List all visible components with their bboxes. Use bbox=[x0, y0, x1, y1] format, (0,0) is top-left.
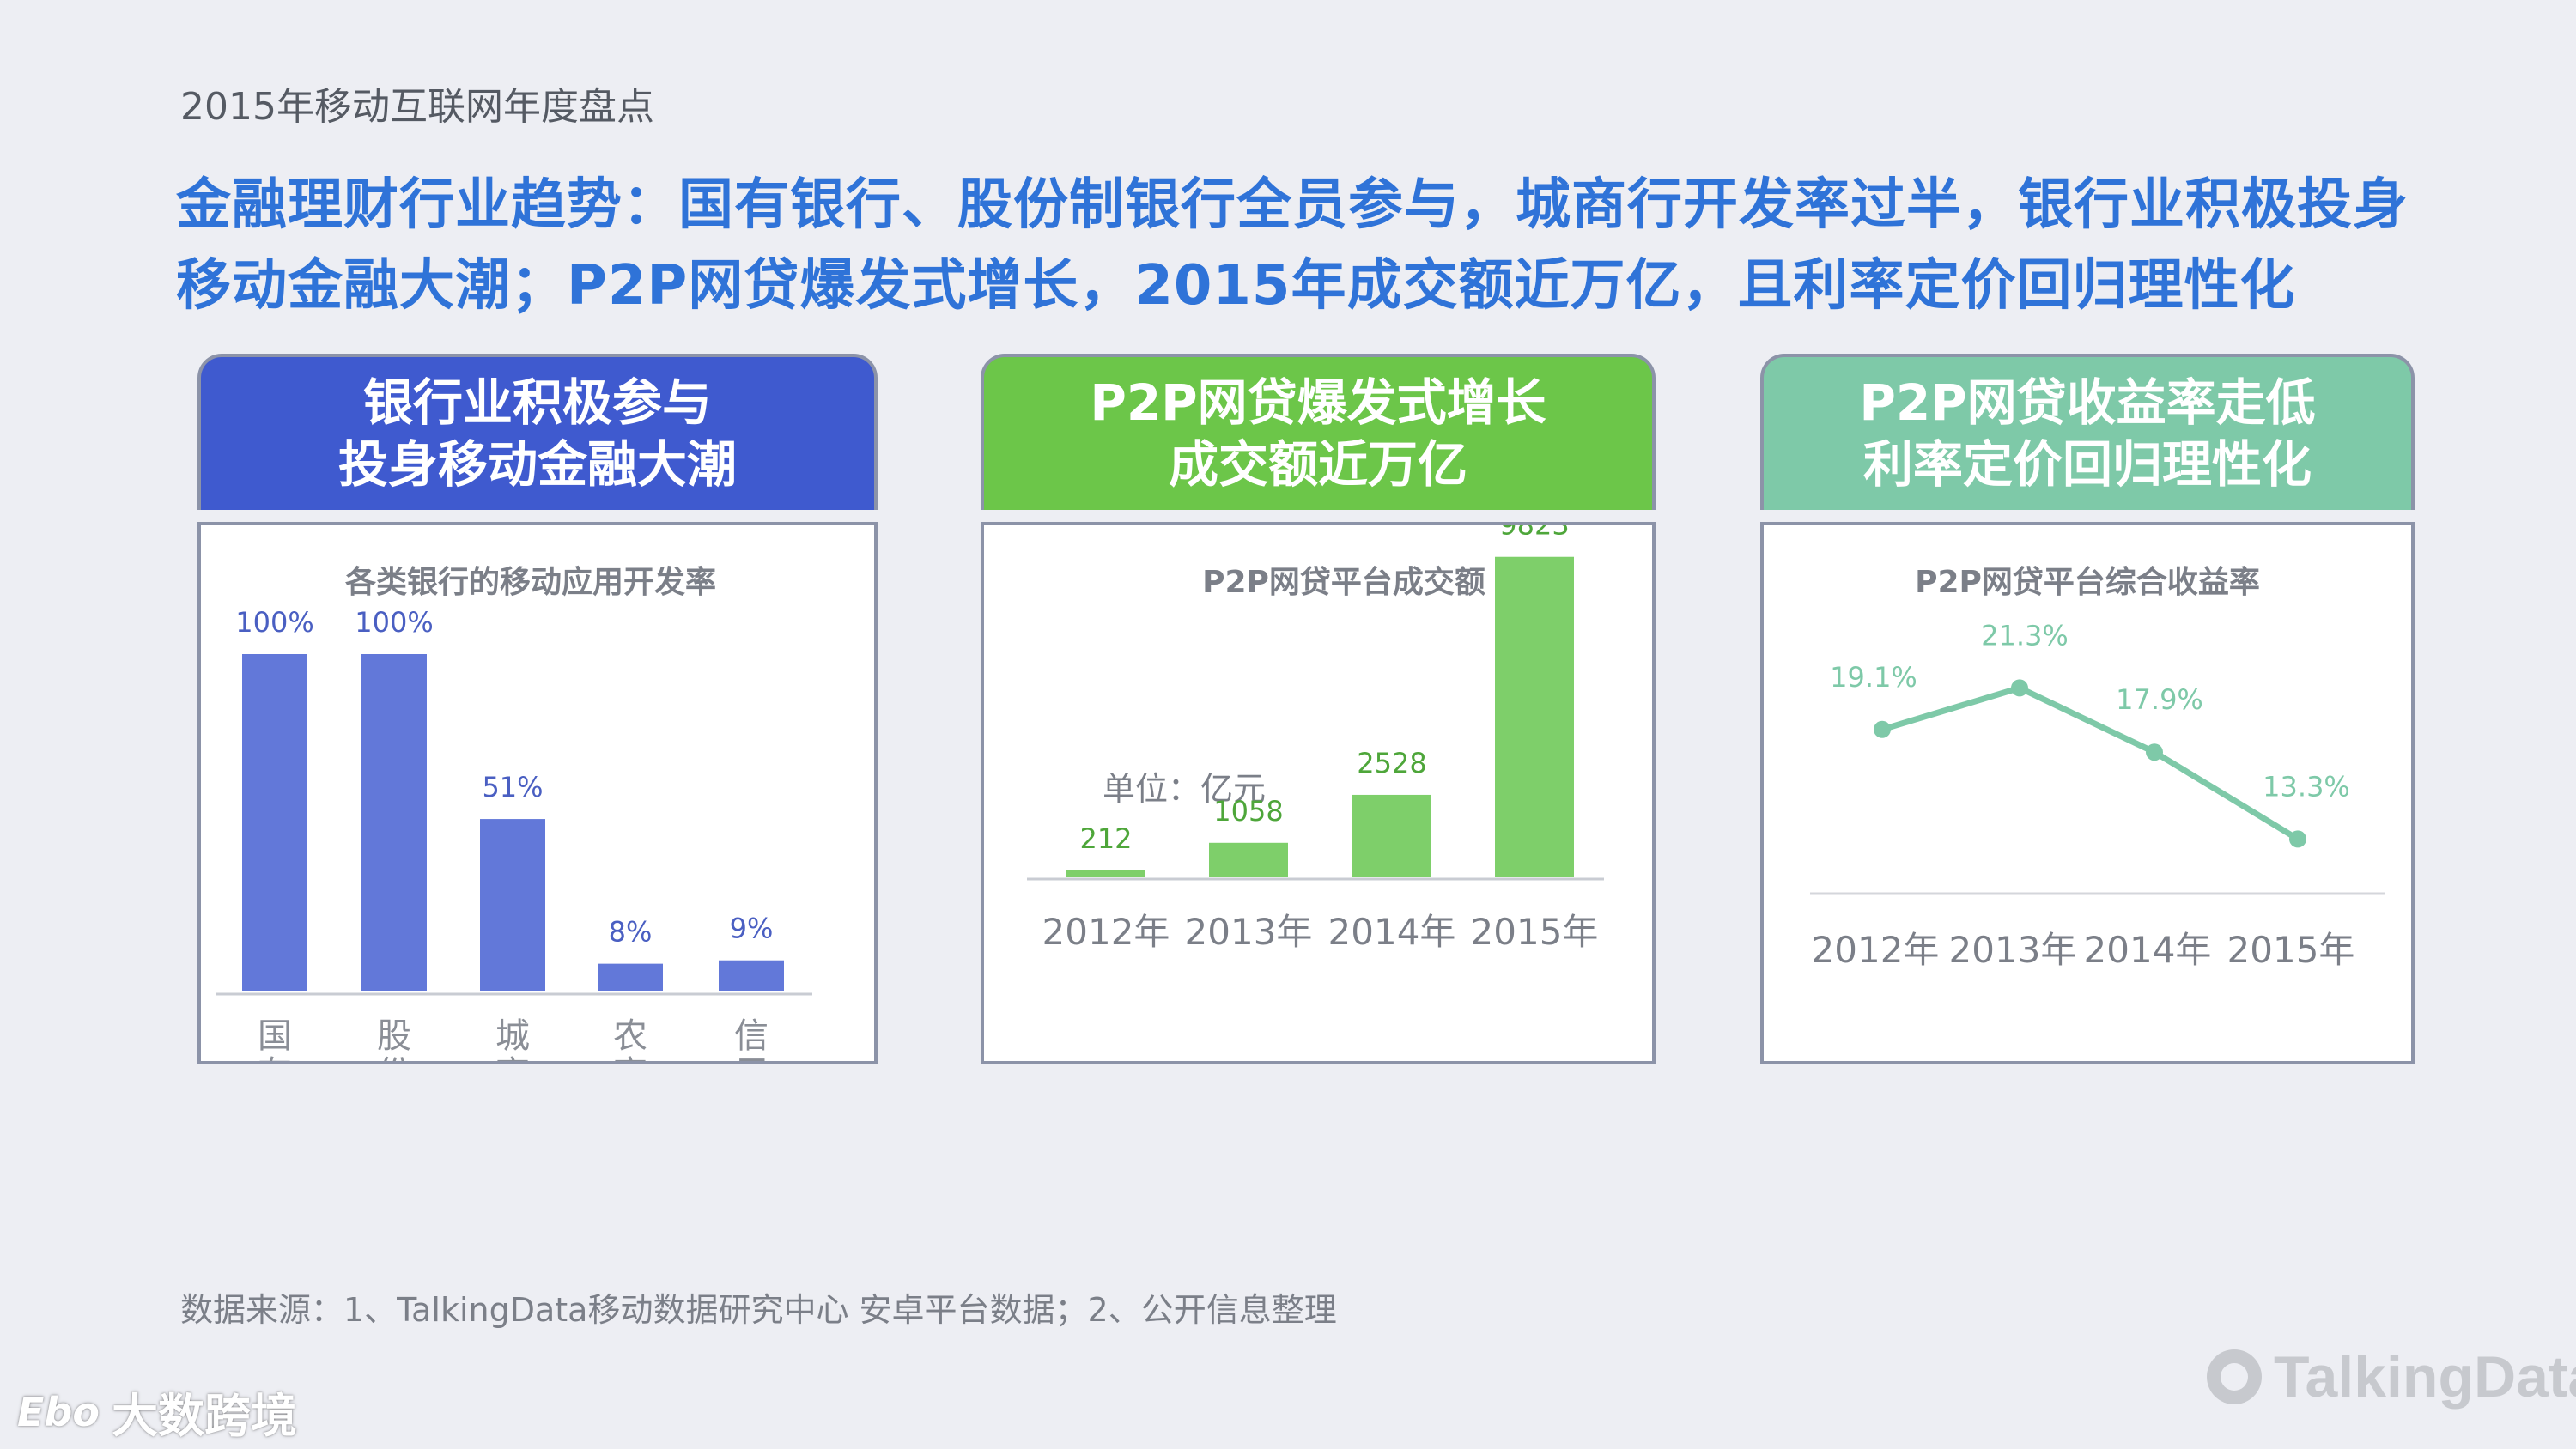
bar-value-label: 100% bbox=[235, 606, 313, 639]
category-label: 信用社 bbox=[734, 1016, 769, 1061]
bar-value-label: 8% bbox=[609, 916, 653, 949]
bar bbox=[719, 960, 784, 991]
panel-p2p-volume-header: P2P网贷爆发式增长 成交额近万亿 bbox=[981, 354, 1656, 510]
category-label: 2014年 bbox=[2084, 929, 2212, 971]
bar bbox=[242, 654, 307, 991]
page-headline: 金融理财行业趋势：国有银行、股份制银行全员参与，城商行开发率过半，银行业积极投身… bbox=[176, 165, 2512, 326]
watermark-left: Ebo 大数跨境 bbox=[17, 1378, 297, 1446]
page-subtitle: 2015年移动互联网年度盘点 bbox=[180, 85, 654, 129]
chart-title: P2P网贷平台综合收益率 bbox=[1915, 565, 2260, 600]
watermark-left-text: 大数跨境 bbox=[111, 1389, 297, 1443]
panel-bank-header-line-2: 投身移动金融大潮 bbox=[337, 435, 737, 494]
bar-value-label: 212 bbox=[1079, 822, 1132, 855]
category-label: 2013年 bbox=[1185, 911, 1313, 953]
panel-bank-body: 各类银行的移动应用开发率 100% 国有银行 100% 股份制银行 51% 城商行 8% 农商行… bbox=[197, 522, 878, 1064]
category-label: 国有银行 bbox=[258, 1016, 292, 1061]
p2p-yield-chart: P2P网贷平台综合收益率 19.1% 2012年 21.3% 2013年 17.9% 201… bbox=[1810, 565, 2385, 971]
data-source-footer: 数据来源：1、TalkingData移动数据研究中心 安卓平台数据；2、公开信息… bbox=[180, 1291, 1337, 1329]
category-label: 农商行 bbox=[613, 1016, 647, 1061]
watermark-left-logo: Ebo bbox=[17, 1388, 100, 1435]
bar-value-label: 51% bbox=[482, 771, 543, 803]
bar-value-label: 2528 bbox=[1357, 747, 1426, 779]
category-label: 2015年 bbox=[1471, 911, 1599, 953]
data-point bbox=[1874, 720, 1891, 738]
bank-dev-rate-chart: 各类银行的移动应用开发率 100% 国有银行 100% 股份制银行 51% 城商行 8% 农商行… bbox=[216, 565, 812, 1061]
data-point bbox=[2011, 679, 2028, 697]
category-label: 2015年 bbox=[2227, 929, 2355, 971]
bar bbox=[1352, 794, 1431, 877]
category-label: 城商行 bbox=[495, 1016, 530, 1061]
talkingdata-logo-icon bbox=[2207, 1349, 2262, 1404]
category-label: 2014年 bbox=[1328, 911, 1456, 953]
data-label: 13.3% bbox=[2263, 770, 2350, 803]
category-label: 2013年 bbox=[1949, 929, 2077, 971]
watermark-right: TalkingData bbox=[2207, 1343, 2576, 1410]
bar bbox=[598, 963, 663, 991]
unit-label: 单位：亿元 bbox=[1103, 770, 1266, 808]
category-label: 股份制银行 bbox=[377, 1016, 411, 1061]
data-label: 17.9% bbox=[2116, 683, 2203, 716]
bar bbox=[1209, 842, 1288, 877]
panel-bank-header-line-1: 银行业积极参与 bbox=[362, 373, 712, 432]
panel-p2p-yield-header-line-2: 利率定价回归理性化 bbox=[1862, 435, 2312, 494]
panel-bank-header: 银行业积极参与 投身移动金融大潮 bbox=[197, 354, 878, 510]
bar bbox=[1066, 870, 1145, 877]
panel-p2p-volume-body: P2P网贷平台成交额单位：亿元 212 2012年 1058 2013年 2528 2014… bbox=[981, 522, 1656, 1064]
series-line bbox=[1880, 684, 2300, 842]
chart-title: 各类银行的移动应用开发率 bbox=[345, 565, 716, 600]
panel-p2p-yield-header: P2P网贷收益率走低 利率定价回归理性化 bbox=[1760, 354, 2415, 510]
category-label: 2012年 bbox=[1812, 929, 1940, 971]
chart-title: P2P网贷平台成交额 bbox=[1202, 564, 1485, 600]
bar bbox=[480, 819, 545, 991]
panel-p2p-volume: P2P网贷爆发式增长 成交额近万亿 P2P网贷平台成交额单位：亿元 212 2012… bbox=[981, 354, 1656, 1066]
panel-p2p-yield: P2P网贷收益率走低 利率定价回归理性化 P2P网贷平台综合收益率 19.1% 20… bbox=[1760, 354, 2415, 1066]
bar-value-label: 9823 bbox=[1499, 525, 1569, 542]
watermark-right-text: TalkingData bbox=[2274, 1344, 2576, 1410]
bar-value-label: 1058 bbox=[1213, 795, 1283, 828]
bar bbox=[361, 654, 427, 991]
data-label: 21.3% bbox=[1981, 619, 2069, 652]
bar-value-label: 9% bbox=[730, 912, 774, 945]
panel-p2p-yield-header-line-1: P2P网贷收益率走低 bbox=[1859, 373, 2316, 432]
panel-p2p-yield-body: P2P网贷平台综合收益率 19.1% 2012年 21.3% 2013年 17.9% 201… bbox=[1760, 522, 2415, 1064]
bar-value-label: 100% bbox=[355, 606, 433, 639]
panel-p2p-volume-header-line-1: P2P网贷爆发式增长 bbox=[1090, 373, 1546, 432]
bar bbox=[1495, 556, 1574, 877]
data-point bbox=[2146, 743, 2163, 761]
panel-p2p-volume-header-line-2: 成交额近万亿 bbox=[1168, 435, 1467, 494]
data-point bbox=[2289, 830, 2306, 848]
headline-line-2: 移动金融大潮；P2P网贷爆发式增长，2015年成交额近万亿，且利率定价回归理性化 bbox=[176, 254, 2296, 318]
panel-bank: 银行业积极参与 投身移动金融大潮 各类银行的移动应用开发率 100% 国有银行 100… bbox=[197, 354, 878, 1066]
data-label: 19.1% bbox=[1830, 661, 1917, 694]
headline-line-1: 金融理财行业趋势：国有银行、股份制银行全员参与，城商行开发率过半，银行业积极投身 bbox=[176, 173, 2409, 237]
category-label: 2012年 bbox=[1042, 911, 1170, 953]
